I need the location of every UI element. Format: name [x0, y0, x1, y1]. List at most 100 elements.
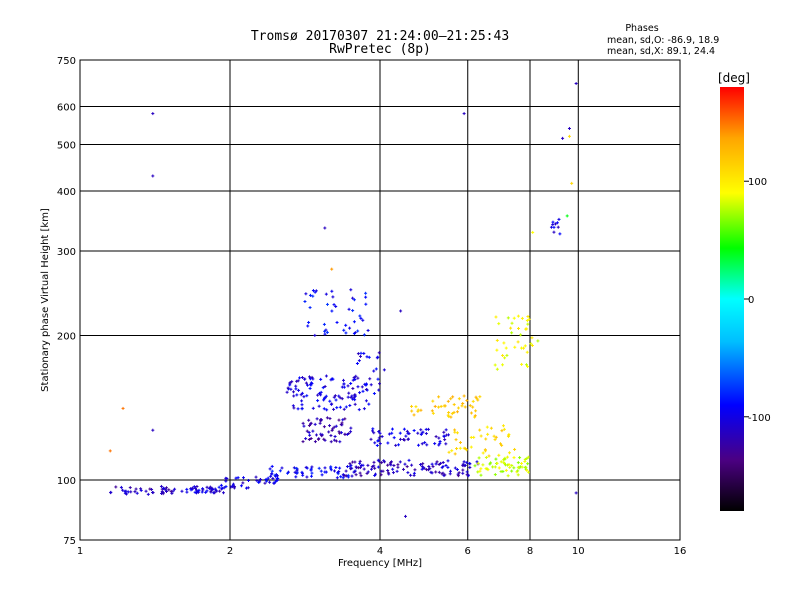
data-point: [272, 481, 276, 485]
data-point: [463, 405, 467, 409]
data-point: [353, 460, 357, 464]
data-point: [268, 467, 272, 471]
data-point: [292, 466, 296, 470]
data-point: [338, 396, 342, 400]
data-point: [491, 465, 495, 469]
data-point: [453, 452, 457, 456]
data-point: [524, 465, 528, 469]
y-tick-label: 200: [57, 332, 76, 343]
data-point: [316, 437, 320, 441]
data-point: [288, 383, 292, 387]
data-point: [193, 486, 197, 490]
data-point: [506, 474, 510, 478]
data-point: [414, 405, 418, 409]
data-point: [431, 465, 435, 469]
data-point: [471, 405, 475, 409]
data-point: [462, 394, 466, 398]
data-point: [378, 431, 382, 435]
data-point: [319, 432, 323, 436]
data-point: [291, 404, 295, 408]
data-point: [304, 437, 308, 441]
data-point: [173, 487, 177, 491]
data-point: [506, 316, 510, 320]
data-point: [308, 306, 312, 310]
data-point: [430, 462, 434, 466]
data-point: [358, 461, 362, 465]
data-point: [311, 377, 315, 381]
data-point: [353, 378, 357, 382]
data-point: [323, 384, 327, 388]
data-point: [338, 431, 342, 435]
data-point: [327, 430, 331, 434]
data-point: [159, 484, 163, 488]
data-point: [391, 471, 395, 475]
data-point: [509, 326, 513, 330]
data-point: [336, 471, 340, 475]
data-point: [306, 324, 310, 328]
data-point: [403, 462, 407, 466]
data-point: [351, 378, 355, 382]
data-point: [525, 456, 529, 460]
data-point: [108, 449, 112, 453]
data-point: [379, 473, 383, 477]
data-point: [294, 387, 298, 391]
data-point: [469, 411, 473, 415]
data-point: [434, 435, 438, 439]
data-point: [351, 296, 355, 300]
data-point: [390, 427, 394, 431]
data-point: [354, 473, 358, 477]
data-point: [343, 474, 347, 478]
data-point: [308, 293, 312, 297]
data-point: [241, 476, 245, 480]
data-point: [449, 397, 453, 401]
data-point: [478, 395, 482, 399]
data-point: [151, 428, 155, 432]
data-point: [364, 388, 368, 392]
data-point: [294, 384, 298, 388]
data-point: [341, 418, 345, 422]
data-point: [462, 112, 466, 116]
x-tick-label: 16: [674, 546, 687, 557]
data-point: [494, 315, 498, 319]
data-point: [321, 386, 325, 390]
data-point: [332, 407, 336, 411]
data-point: [231, 482, 235, 486]
data-point: [437, 436, 441, 440]
data-point: [356, 329, 360, 333]
data-point: [330, 309, 334, 313]
data-point: [551, 222, 555, 226]
data-point: [434, 470, 438, 474]
data-point: [362, 467, 366, 471]
data-point: [292, 406, 296, 410]
data-point: [433, 404, 437, 408]
data-point: [121, 406, 125, 410]
data-point: [437, 405, 441, 409]
data-point: [338, 440, 342, 444]
data-point: [271, 476, 275, 480]
data-point: [454, 438, 458, 442]
data-point: [401, 438, 405, 442]
data-point: [502, 461, 506, 465]
data-point: [489, 426, 493, 430]
data-point: [292, 390, 296, 394]
data-point: [196, 490, 200, 494]
data-point: [146, 492, 150, 496]
data-point: [349, 430, 353, 434]
data-point: [311, 289, 315, 293]
data-point: [205, 485, 209, 489]
data-point: [473, 464, 477, 468]
data-point: [392, 436, 396, 440]
data-point: [397, 443, 401, 447]
data-point: [502, 341, 506, 345]
data-point: [286, 386, 290, 390]
data-point: [220, 486, 224, 490]
data-point: [504, 346, 508, 350]
data-point: [352, 376, 356, 380]
data-point: [217, 485, 221, 489]
data-point: [372, 460, 376, 464]
data-point: [526, 365, 530, 369]
data-point: [247, 478, 251, 482]
data-point: [353, 470, 357, 474]
data-point: [333, 394, 337, 398]
data-point: [255, 479, 259, 483]
